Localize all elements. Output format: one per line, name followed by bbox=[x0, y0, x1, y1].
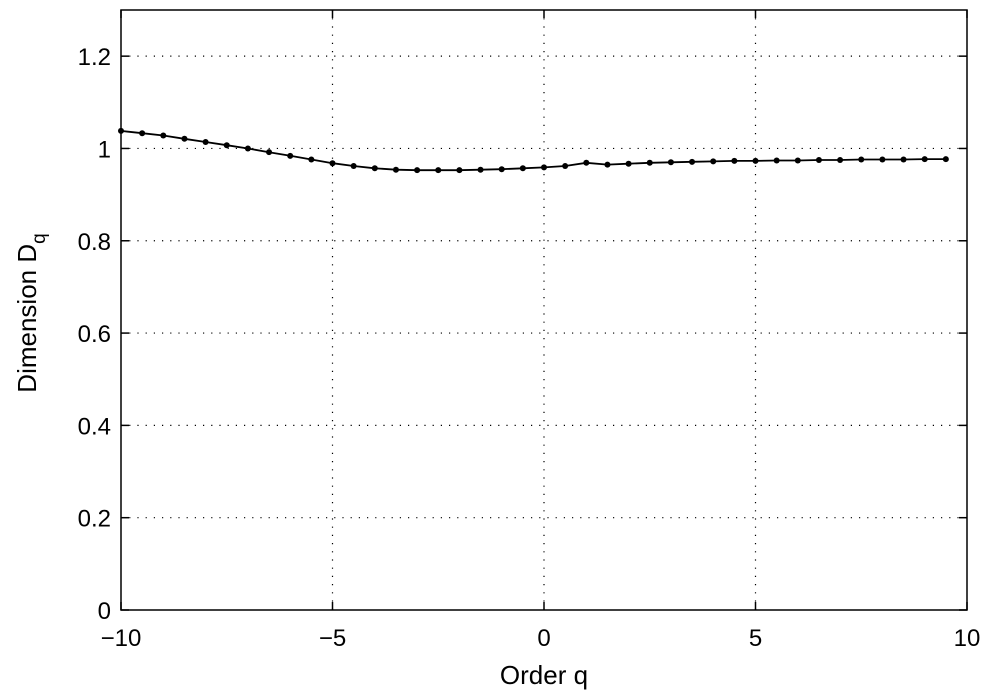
data-point bbox=[371, 165, 378, 172]
data-point bbox=[392, 166, 399, 173]
data-point bbox=[414, 167, 421, 174]
data-point bbox=[541, 164, 547, 171]
y-tick-label: 0.4 bbox=[78, 413, 111, 440]
x-tick-label: 0 bbox=[537, 625, 550, 652]
data-point bbox=[498, 166, 505, 173]
y-axis-tick-labels: 0 0.2 0.4 0.6 0.8 1 1.2 bbox=[78, 44, 111, 625]
data-series bbox=[118, 127, 949, 174]
data-point bbox=[646, 159, 653, 166]
data-point bbox=[900, 156, 907, 163]
series-line bbox=[120, 130, 946, 172]
x-tick-label: −10 bbox=[101, 625, 142, 652]
axis-ticks bbox=[120, 10, 968, 611]
data-point bbox=[752, 157, 759, 164]
data-point bbox=[858, 156, 865, 163]
y-tick-label: 0.2 bbox=[78, 506, 111, 533]
data-point bbox=[625, 160, 632, 167]
data-point bbox=[731, 157, 738, 164]
y-axis-label: Dimension Dq bbox=[12, 233, 50, 392]
y-axis-label-subscript: q bbox=[29, 233, 50, 244]
data-point bbox=[794, 157, 801, 164]
data-point bbox=[837, 157, 844, 163]
data-point bbox=[942, 156, 949, 163]
data-point bbox=[879, 156, 886, 163]
data-point bbox=[689, 158, 696, 165]
x-axis-label: Order q bbox=[500, 660, 588, 690]
x-tick-label: 10 bbox=[954, 625, 981, 652]
x-tick-label: 5 bbox=[749, 625, 762, 652]
y-tick-label: 1.2 bbox=[78, 44, 111, 71]
data-point bbox=[202, 139, 209, 145]
data-point bbox=[519, 165, 526, 172]
x-axis-tick-labels: −10 −5 0 5 10 bbox=[101, 625, 981, 652]
data-point bbox=[244, 145, 251, 152]
data-point bbox=[477, 166, 484, 173]
data-point bbox=[562, 163, 569, 169]
data-point bbox=[604, 161, 611, 168]
data-point bbox=[456, 167, 463, 174]
data-point bbox=[139, 130, 146, 137]
data-point bbox=[160, 132, 167, 139]
data-point bbox=[773, 157, 780, 164]
data-point bbox=[710, 158, 717, 165]
data-point bbox=[287, 152, 294, 159]
data-point bbox=[350, 163, 357, 169]
x-tick-label: −5 bbox=[319, 625, 346, 652]
data-point bbox=[223, 142, 230, 149]
data-point bbox=[266, 149, 273, 156]
data-point bbox=[181, 135, 188, 142]
data-point bbox=[308, 156, 315, 163]
y-axis-label-main: Dimension D bbox=[12, 244, 42, 393]
data-point bbox=[921, 156, 928, 163]
data-point bbox=[329, 160, 336, 167]
y-tick-label: 0 bbox=[98, 598, 111, 625]
data-point bbox=[815, 157, 822, 163]
y-tick-label: 0.6 bbox=[78, 321, 111, 348]
y-tick-label: 0.8 bbox=[78, 229, 111, 256]
data-point bbox=[435, 167, 442, 174]
y-tick-label: 1 bbox=[98, 136, 111, 163]
data-point bbox=[667, 159, 674, 166]
data-point bbox=[583, 159, 590, 166]
